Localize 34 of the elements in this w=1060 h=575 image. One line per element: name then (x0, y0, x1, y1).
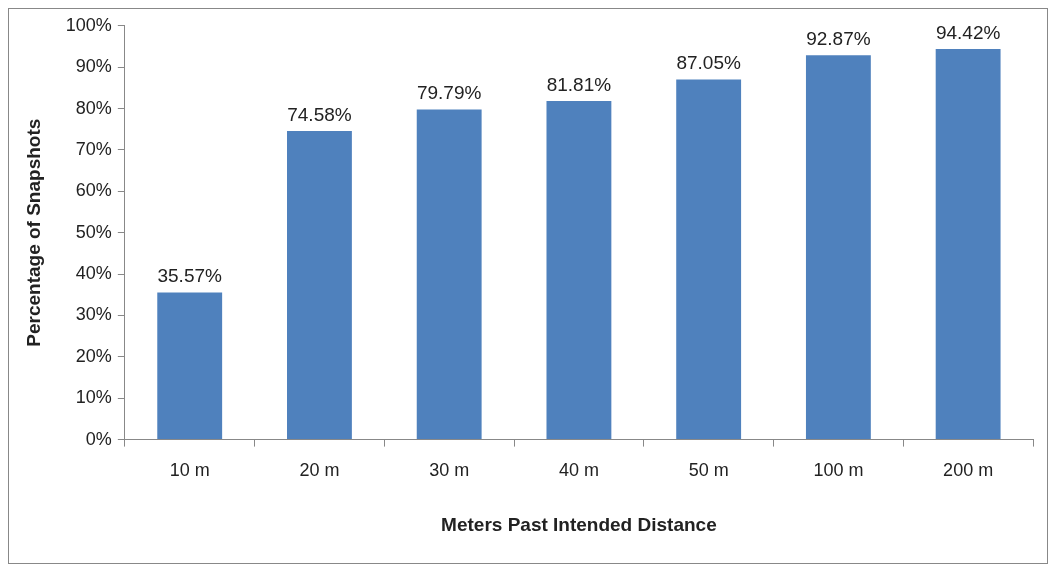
x-tick-label: 40 m (558, 460, 599, 481)
y-tick-label: 40% (75, 263, 112, 284)
data-label: 87.05% (676, 52, 741, 74)
data-label: 94.42% (935, 21, 1001, 43)
bar (287, 130, 352, 440)
y-tick-label: 90% (75, 56, 112, 77)
y-tick-label: 70% (75, 138, 112, 159)
bar (676, 79, 742, 440)
y-tick-label: 60% (75, 180, 112, 201)
y-tick-label: 100% (65, 14, 112, 35)
y-tick-label: 80% (75, 97, 112, 118)
data-label: 74.58% (287, 103, 352, 125)
y-tick-label: 50% (75, 221, 112, 242)
x-tick-label: 50 m (688, 460, 729, 481)
x-tick-label: 200 m (943, 460, 994, 481)
y-tick-label: 10% (75, 387, 112, 408)
y-tick-label: 30% (75, 304, 112, 325)
y-axis-title: Percentage of Snapshots (22, 118, 44, 347)
bar (546, 101, 612, 440)
data-label: 35.57% (157, 265, 223, 287)
bar (157, 292, 223, 440)
bar (805, 55, 871, 440)
data-label: 92.87% (806, 28, 871, 50)
x-tick-label: 30 m (429, 460, 470, 481)
data-label: 81.81% (546, 73, 612, 95)
x-tick-label: 20 m (299, 460, 340, 481)
x-axis-title: Meters Past Intended Distance (441, 513, 717, 535)
x-tick-label: 100 m (813, 460, 864, 481)
y-tick-label: 0% (85, 428, 112, 449)
y-tick-label: 20% (75, 345, 112, 366)
bar (416, 109, 482, 440)
x-tick-label: 10 m (169, 460, 210, 481)
bar (935, 48, 1001, 440)
data-label: 79.79% (416, 82, 482, 104)
